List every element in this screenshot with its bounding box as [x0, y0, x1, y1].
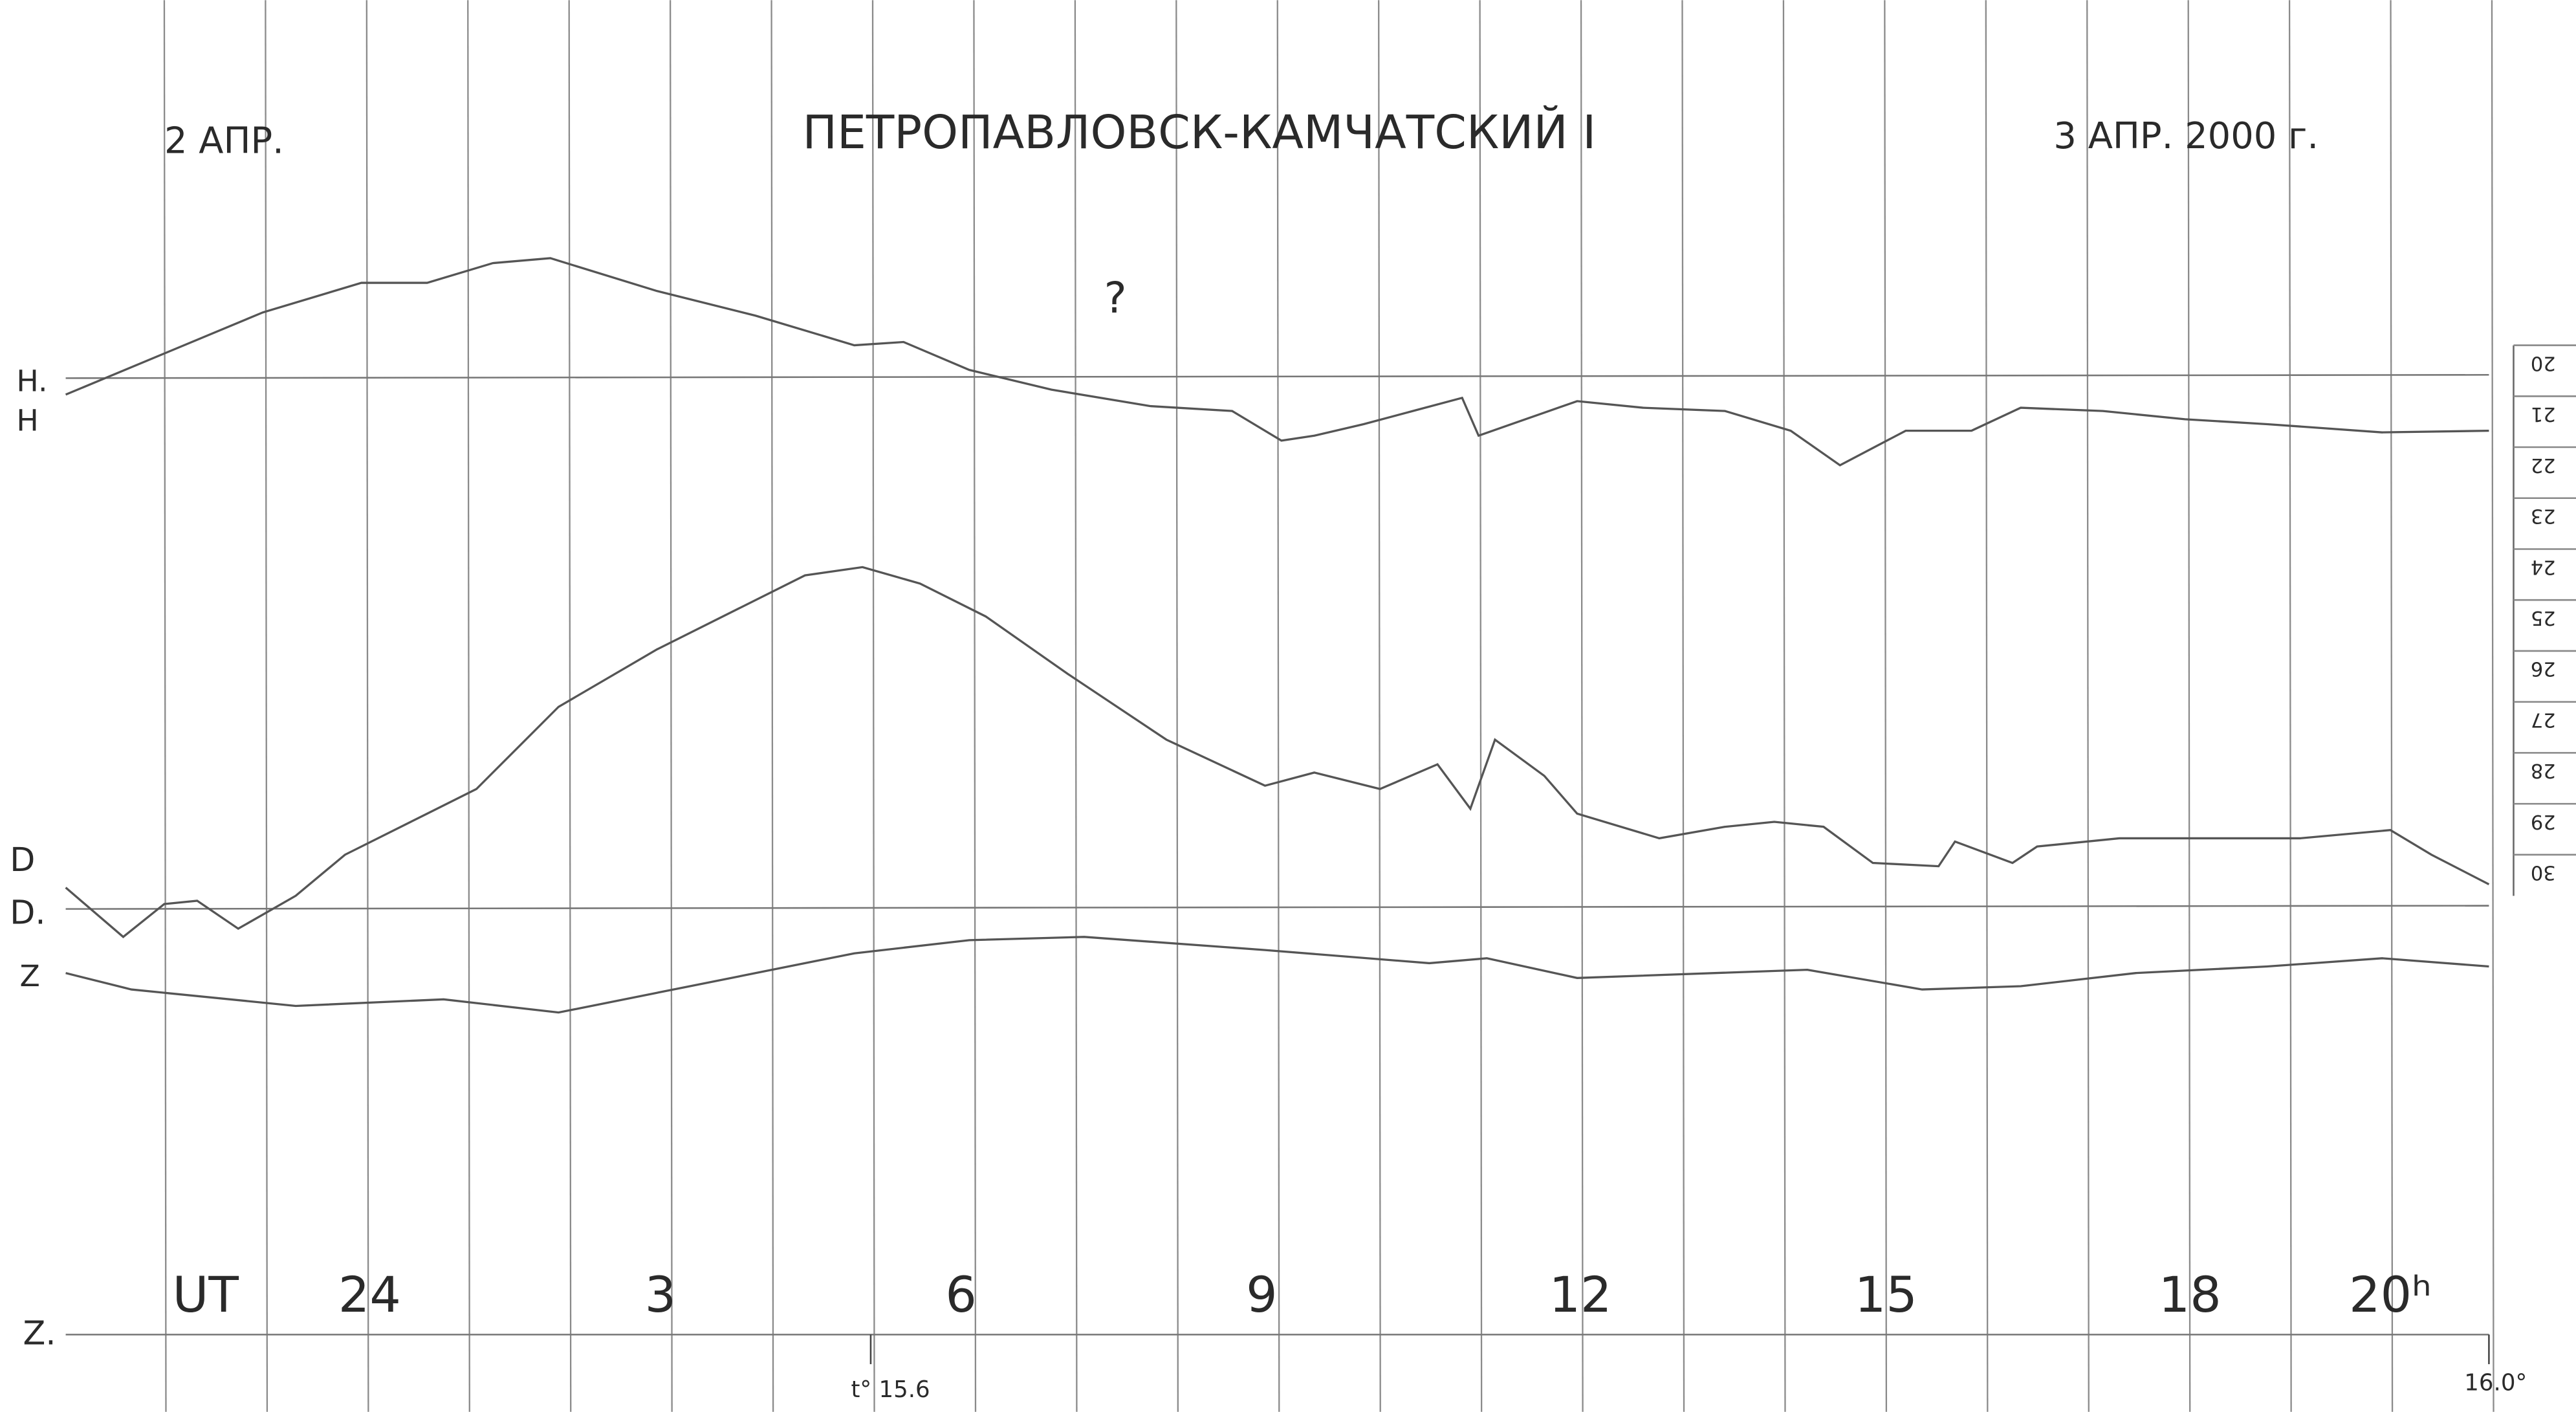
grid-line [2187, 0, 2191, 1412]
z-base-label: Z. [23, 1314, 56, 1352]
d-baseline [65, 905, 2489, 910]
time-tick-label: 9 [1246, 1266, 1277, 1323]
grid-line [1175, 0, 1179, 1412]
grid-line [163, 0, 167, 1412]
grid-line [568, 0, 572, 1412]
time-tick-label: 6 [945, 1266, 976, 1323]
grid-line [1681, 0, 1685, 1412]
h-base-label: H. [16, 364, 47, 399]
grid-line [2086, 0, 2090, 1412]
grid-line [366, 0, 369, 1412]
d-base-label: D. [10, 893, 45, 931]
scale-label: 27 [2531, 708, 2556, 731]
hour-grid [163, 0, 2494, 1412]
grid-line [871, 0, 875, 1412]
time-tick-label: 24 [338, 1266, 401, 1323]
d-trace [65, 566, 2490, 938]
time-axis-label: UT [173, 1266, 239, 1323]
time-tick-label: 20ʰ [2349, 1266, 2432, 1323]
time-tick-label: 3 [645, 1266, 676, 1323]
scale-label: 26 [2531, 657, 2556, 680]
scale-label: 20 [2531, 351, 2556, 374]
time-tick-label: 12 [1549, 1266, 1612, 1323]
scale-label: 25 [2531, 606, 2556, 629]
end-temperature: 16.0° [2464, 1370, 2527, 1396]
grid-line [1276, 0, 1280, 1412]
h-trace [65, 257, 2489, 467]
grid-line [1985, 0, 1989, 1412]
time-tick-label: 18 [2159, 1266, 2221, 1323]
right-date: 3 АПР. 2000 г. [2053, 115, 2319, 157]
time-tick-label: 15 [1855, 1266, 1917, 1323]
scale-label: 29 [2531, 810, 2556, 833]
scale-label: 28 [2531, 759, 2556, 782]
grid-line [467, 0, 470, 1412]
grid-line [1074, 0, 1078, 1412]
grid-line [973, 0, 977, 1412]
grid-line [1378, 0, 1381, 1412]
scale-label: 23 [2531, 505, 2556, 527]
scale-label: 24 [2531, 555, 2556, 578]
scale-label: 21 [2531, 403, 2556, 425]
grid-line [2491, 0, 2494, 1412]
question-mark: ? [1104, 273, 1127, 323]
h-label: H [16, 404, 38, 438]
title: ПЕТРОПАВЛОВСК-КАМЧАТСКИЙ I [802, 105, 1596, 159]
left-date: 2 АПР. [164, 120, 284, 162]
time-ticks: 24 3 6 9 12 15 18 20ʰ [338, 1266, 2432, 1323]
grid-line [265, 0, 268, 1412]
scale-label: 30 [2531, 861, 2556, 884]
grid-line [770, 0, 774, 1412]
grid-line [669, 0, 673, 1412]
grid-line [1580, 0, 1584, 1412]
d-label: D [10, 841, 35, 879]
grid-line [1479, 0, 1483, 1412]
scale-label: 22 [2531, 454, 2556, 476]
start-temperature: t° 15.6 [851, 1376, 930, 1403]
z-label: Z [19, 959, 39, 993]
scale: 20 21 22 23 24 25 26 27 28 29 30 [2513, 344, 2576, 884]
grid-line [2288, 0, 2292, 1412]
h-baseline [65, 374, 2489, 379]
grid-line [1782, 0, 1786, 1412]
grid-line [1884, 0, 1888, 1412]
z-trace [65, 936, 2489, 1014]
grid-line [2390, 0, 2394, 1412]
